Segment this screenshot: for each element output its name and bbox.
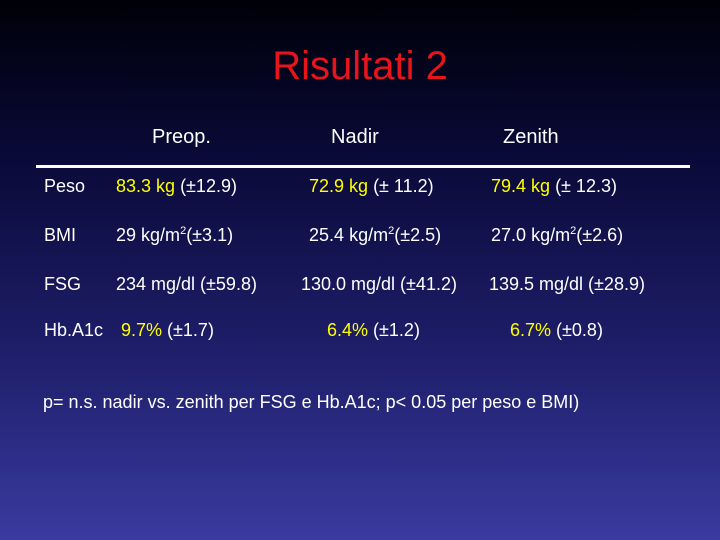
unit-exponent: 2 — [570, 225, 577, 237]
cell-hba1c-zenith: 6.7% (±0.8) — [510, 320, 603, 341]
slide-title: Risultati 2 — [272, 44, 448, 88]
sd: (±0.8) — [556, 320, 603, 340]
column-header-nadir: Nadir — [331, 126, 379, 148]
value: 6.7% — [510, 320, 552, 340]
value: 72.9 kg — [309, 176, 369, 196]
cell-peso-nadir: 72.9 kg (± 11.2) — [309, 176, 434, 197]
cell-fsg-nadir: 130.0 mg/dl (±41.2) — [301, 274, 457, 294]
row-label-peso: Peso — [44, 176, 86, 196]
sd: (±2.5) — [394, 225, 442, 245]
cell-bmi-zenith: 27.0 kg/m2(±2.6) — [491, 225, 623, 246]
sd: (±12.9) — [180, 176, 237, 196]
row-label-bmi: BMI — [44, 225, 77, 245]
column-header-preop: Preop. — [152, 126, 211, 148]
cell-hba1c-nadir: 6.4% (±1.2) — [327, 320, 420, 341]
column-header-zenith: Zenith — [503, 126, 559, 148]
cell-bmi-preop: 29 kg/m2(±3.1) — [116, 225, 233, 246]
cell-peso-preop: 83.3 kg (±12.9) — [116, 176, 237, 197]
sd: (± 11.2) — [373, 176, 434, 196]
cell-hba1c-preop: 9.7% (±1.7) — [121, 320, 214, 341]
value: 27.0 — [491, 225, 527, 245]
cell-bmi-nadir: 25.4 kg/m2(±2.5) — [309, 225, 441, 246]
sd: (±1.7) — [167, 320, 214, 340]
cell-fsg-preop: 234 mg/dl (±59.8) — [116, 274, 257, 294]
cell-peso-zenith: 79.4 kg (± 12.3) — [491, 176, 617, 197]
sd: (±1.2) — [373, 320, 420, 340]
sd: (±3.1) — [186, 225, 234, 245]
row-label-fsg: FSG — [44, 274, 82, 294]
sd: (±2.6) — [576, 225, 624, 245]
unit: kg/m — [141, 225, 181, 245]
footnote: p= n.s. nadir vs. zenith per FSG e Hb.A1… — [43, 392, 580, 412]
unit-exponent: 2 — [388, 225, 395, 237]
value: 83.3 kg — [116, 176, 176, 196]
cell-fsg-zenith: 139.5 mg/dl (±28.9) — [489, 274, 645, 294]
value: 25.4 — [309, 225, 345, 245]
sd: (± 12.3) — [555, 176, 617, 196]
value: 6.4% — [327, 320, 369, 340]
value: 79.4 kg — [491, 176, 551, 196]
unit-exponent: 2 — [180, 225, 187, 237]
value: 9.7% — [121, 320, 163, 340]
value: 29 — [116, 225, 137, 245]
unit: kg/m — [531, 225, 571, 245]
unit: kg/m — [349, 225, 389, 245]
row-label-hba1c: Hb.A1c — [44, 320, 104, 340]
header-divider — [36, 165, 690, 168]
